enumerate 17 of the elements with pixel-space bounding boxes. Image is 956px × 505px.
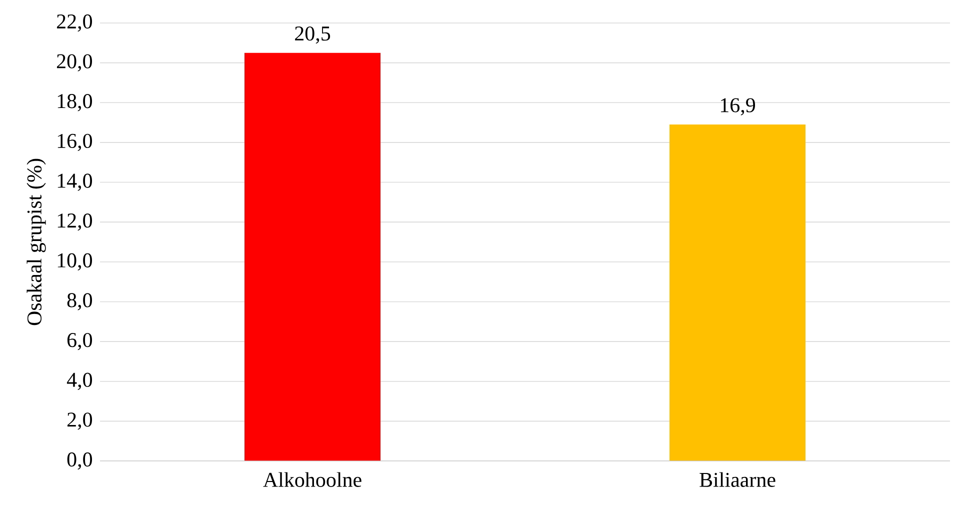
y-tick-label: 0,0 — [67, 452, 92, 470]
y-tick-label: 10,0 — [58, 253, 92, 271]
y-tick-label: 20,0 — [56, 54, 92, 72]
data-label: 16,9 — [720, 98, 756, 116]
y-tick-label: 2,0 — [67, 412, 92, 430]
x-tick-label: Alkohoolne — [263, 472, 362, 487]
y-tick-label: 12,0 — [58, 213, 92, 231]
y-tick-label: 16,0 — [58, 134, 92, 152]
data-label: 20,5 — [295, 26, 330, 44]
y-tick-label: 8,0 — [67, 293, 92, 310]
y-tick-label: 22,0 — [56, 14, 92, 32]
y-axis-title: Osakaal grupist (%) — [26, 158, 46, 326]
y-tick-label: 4,0 — [66, 372, 92, 390]
x-tick-label: Biliaarne — [700, 472, 776, 487]
y-tick-label: 6,0 — [67, 332, 92, 350]
y-tick-label: 14,0 — [58, 174, 92, 191]
y-tick-label: 18,0 — [58, 94, 92, 112]
